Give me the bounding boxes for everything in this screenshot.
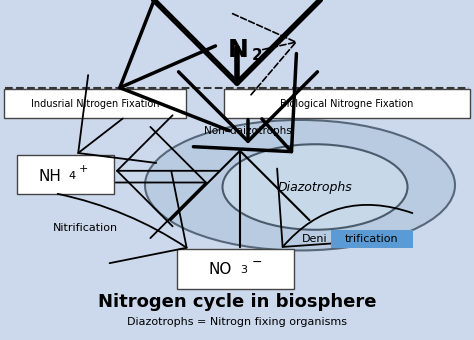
Text: Indusrial Nitrogen Fixation: Indusrial Nitrogen Fixation <box>31 99 159 109</box>
Text: trification: trification <box>345 234 399 244</box>
Text: Nitrification: Nitrification <box>53 222 118 233</box>
Text: Diazotrophs: Diazotrophs <box>278 181 352 193</box>
Text: NH: NH <box>38 169 62 184</box>
FancyBboxPatch shape <box>177 249 294 289</box>
Text: NO: NO <box>208 262 232 277</box>
Text: Diazotrophs = Nitrogn fixing organisms: Diazotrophs = Nitrogn fixing organisms <box>127 317 347 327</box>
FancyBboxPatch shape <box>17 155 114 194</box>
FancyBboxPatch shape <box>331 230 413 248</box>
Text: N: N <box>228 38 249 62</box>
Text: Biological Nitrogne Fixation: Biological Nitrogne Fixation <box>280 99 414 109</box>
Ellipse shape <box>145 120 455 251</box>
Text: Nitrogen cycle in biosphere: Nitrogen cycle in biosphere <box>98 293 376 311</box>
Text: 2: 2 <box>252 48 263 63</box>
Ellipse shape <box>222 144 408 230</box>
Text: −: − <box>252 256 262 269</box>
Text: 4: 4 <box>68 171 75 181</box>
Text: +: + <box>78 164 88 174</box>
Text: Non–daizαtrophs: Non–daizαtrophs <box>204 126 292 136</box>
FancyBboxPatch shape <box>4 89 186 118</box>
Text: Deni: Deni <box>302 234 328 244</box>
Text: 3: 3 <box>240 265 247 275</box>
FancyBboxPatch shape <box>224 89 470 118</box>
